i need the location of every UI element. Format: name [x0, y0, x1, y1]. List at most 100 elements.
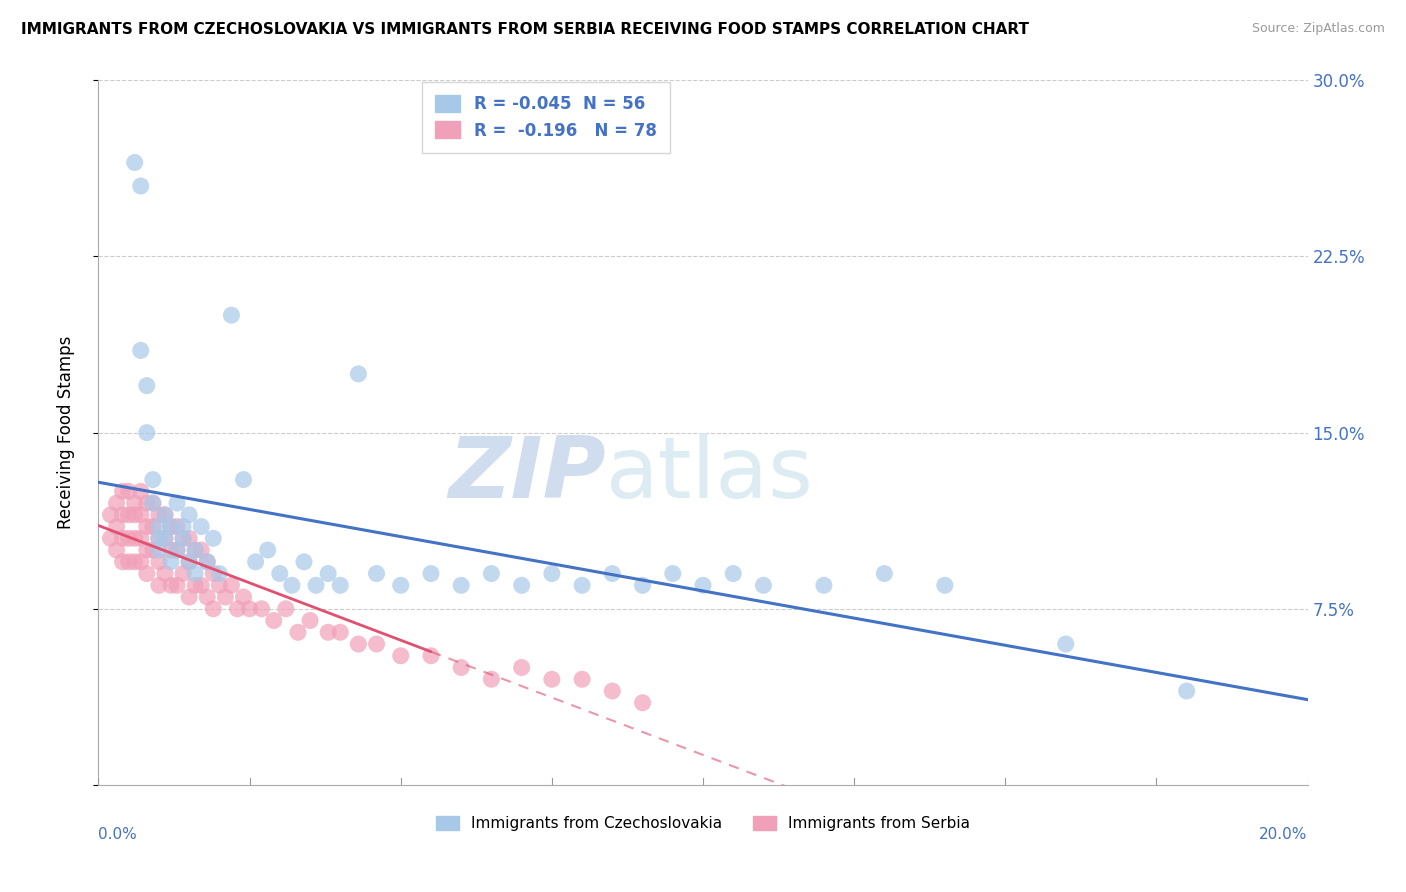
Point — [263, 614, 285, 628]
Point — [195, 590, 218, 604]
Point — [752, 578, 775, 592]
Point — [389, 648, 412, 663]
Point — [184, 578, 207, 592]
Point — [274, 601, 297, 615]
Point — [571, 578, 593, 592]
Point — [316, 566, 339, 581]
Text: Source: ZipAtlas.com: Source: ZipAtlas.com — [1251, 22, 1385, 36]
Point — [661, 566, 683, 581]
Point — [135, 425, 157, 440]
Point — [105, 543, 128, 558]
Point — [148, 578, 170, 592]
Point — [111, 532, 134, 546]
Point — [129, 484, 152, 499]
Point — [250, 601, 273, 615]
Point — [510, 578, 533, 592]
Point — [366, 566, 388, 581]
Point — [118, 508, 141, 522]
Point — [179, 555, 201, 569]
Point — [420, 566, 443, 581]
Point — [160, 519, 183, 533]
Point — [232, 590, 254, 604]
Point — [202, 566, 225, 581]
Text: 0.0%: 0.0% — [98, 827, 138, 842]
Point — [329, 578, 352, 592]
Point — [202, 601, 225, 615]
Point — [148, 519, 170, 533]
Point — [129, 508, 152, 522]
Point — [153, 508, 176, 522]
Point — [142, 543, 165, 558]
Point — [129, 178, 152, 193]
Point — [1054, 637, 1077, 651]
Point — [172, 566, 194, 581]
Point — [540, 566, 562, 581]
Point — [148, 532, 170, 546]
Point — [105, 519, 128, 533]
Y-axis label: Receiving Food Stamps: Receiving Food Stamps — [56, 336, 75, 529]
Point — [190, 519, 212, 533]
Point — [190, 543, 212, 558]
Point — [239, 601, 262, 615]
Point — [142, 519, 165, 533]
Point — [135, 378, 157, 392]
Point — [111, 555, 134, 569]
Point — [160, 543, 183, 558]
Point — [305, 578, 328, 592]
Point — [450, 660, 472, 674]
Point — [221, 308, 243, 322]
Point — [299, 614, 322, 628]
Point — [142, 496, 165, 510]
Point — [602, 566, 624, 581]
Point — [481, 566, 503, 581]
Point — [202, 532, 225, 546]
Point — [172, 532, 194, 546]
Point — [124, 496, 146, 510]
Point — [813, 578, 835, 592]
Point — [366, 637, 388, 651]
Point — [124, 555, 146, 569]
Point — [179, 590, 201, 604]
Point — [347, 637, 370, 651]
Point — [160, 578, 183, 592]
Point — [873, 566, 896, 581]
Point — [124, 532, 146, 546]
Point — [135, 519, 157, 533]
Point — [631, 696, 654, 710]
Point — [184, 543, 207, 558]
Point — [148, 508, 170, 522]
Point — [540, 673, 562, 687]
Point — [256, 543, 278, 558]
Point — [118, 532, 141, 546]
Point — [221, 578, 243, 592]
Point — [329, 625, 352, 640]
Point — [166, 543, 188, 558]
Point — [1175, 684, 1198, 698]
Point — [153, 532, 176, 546]
Point — [142, 473, 165, 487]
Point — [160, 555, 183, 569]
Text: ZIP: ZIP — [449, 434, 606, 516]
Point — [153, 532, 176, 546]
Point — [124, 508, 146, 522]
Point — [245, 555, 267, 569]
Point — [226, 601, 249, 615]
Point — [100, 532, 122, 546]
Point — [316, 625, 339, 640]
Point — [184, 543, 207, 558]
Point — [389, 578, 412, 592]
Point — [118, 484, 141, 499]
Point — [723, 566, 745, 581]
Point — [450, 578, 472, 592]
Point — [166, 578, 188, 592]
Point — [195, 555, 218, 569]
Point — [934, 578, 956, 592]
Text: 20.0%: 20.0% — [1260, 827, 1308, 842]
Point — [135, 566, 157, 581]
Point — [100, 508, 122, 522]
Point — [166, 543, 188, 558]
Point — [269, 566, 291, 581]
Point — [148, 532, 170, 546]
Point — [281, 578, 304, 592]
Point — [214, 590, 236, 604]
